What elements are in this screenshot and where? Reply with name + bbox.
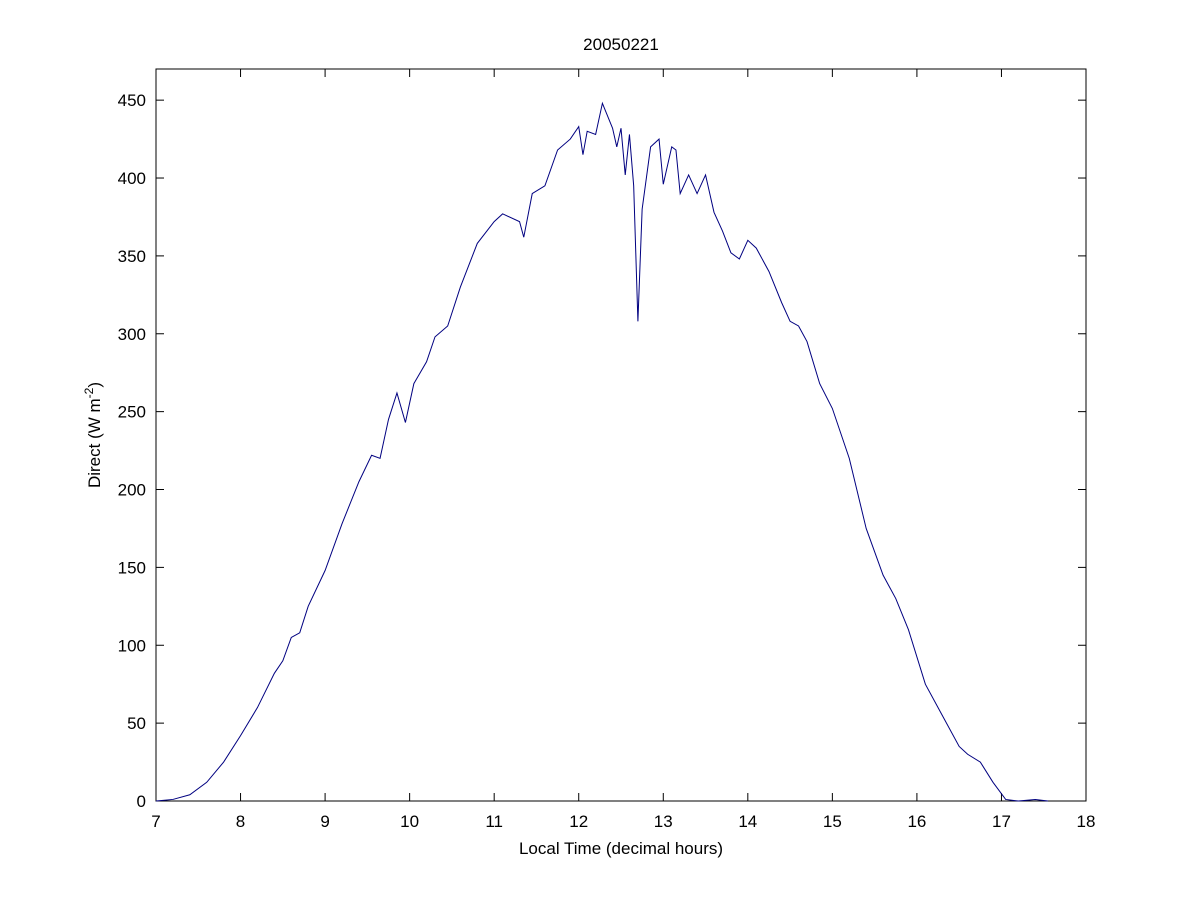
y-tick-label: 450 <box>118 91 146 110</box>
x-tick-label: 8 <box>236 812 245 831</box>
y-tick-label: 300 <box>118 325 146 344</box>
y-tick-label: 150 <box>118 558 146 577</box>
y-axis-label: Direct (W m-2) <box>82 382 104 488</box>
chart-title: 20050221 <box>583 35 659 54</box>
x-tick-label: 11 <box>485 812 503 831</box>
y-tick-label: 200 <box>118 481 146 500</box>
x-tick-label: 7 <box>151 812 160 831</box>
x-tick-label: 9 <box>320 812 329 831</box>
y-axis-label-sup: -2 <box>82 387 96 398</box>
y-axis-label-end: ) <box>85 382 104 388</box>
y-tick-label: 400 <box>118 169 146 188</box>
y-tick-label: 50 <box>127 714 146 733</box>
y-axis-label-main: Direct (W m <box>85 398 104 488</box>
y-tick-label: 250 <box>118 403 146 422</box>
data-line <box>155 101 1049 802</box>
y-tick-label: 0 <box>137 792 146 811</box>
x-tick-label: 12 <box>569 812 588 831</box>
x-tick-label: 15 <box>823 812 842 831</box>
x-tick-label: 13 <box>654 812 673 831</box>
x-tick-label: 10 <box>400 812 419 831</box>
x-axis-label: Local Time (decimal hours) <box>519 839 723 858</box>
x-tick-label: 16 <box>907 812 926 831</box>
x-tick-label: 18 <box>1077 812 1096 831</box>
plot-frame <box>155 68 1087 802</box>
x-tick-label: 14 <box>738 812 757 831</box>
y-tick-label: 350 <box>118 247 146 266</box>
y-tick-label: 100 <box>118 636 146 655</box>
x-tick-label: 17 <box>992 812 1011 831</box>
